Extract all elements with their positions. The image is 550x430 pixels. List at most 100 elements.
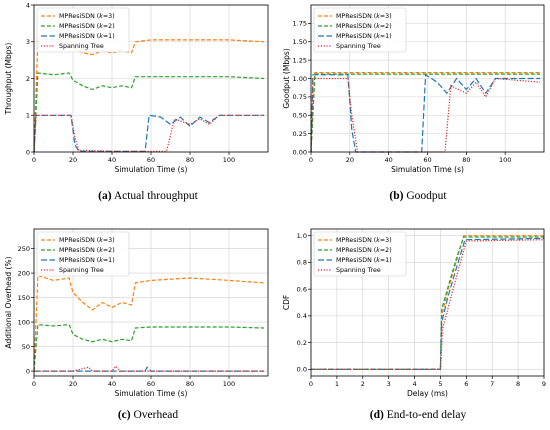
- legend-entry-k: k: [99, 23, 103, 30]
- y-tick-label: 1.50: [293, 38, 307, 46]
- legend-entry-main: MPResiSDN (: [59, 23, 99, 30]
- legend-entry: MPResiSDN (k=1): [336, 257, 392, 264]
- legend-entry-rest: =2): [380, 247, 392, 254]
- x-tick-label: 20: [69, 380, 77, 388]
- legend-entry: MPResiSDN (k=1): [336, 33, 392, 40]
- y-tick-label: 0.00: [293, 148, 307, 156]
- x-tick-label: 8: [516, 380, 520, 388]
- x-tick-label: 4: [412, 380, 416, 388]
- legend-entry-rest: =1): [103, 257, 115, 264]
- x-axis-label: Simulation Time (s): [391, 165, 464, 174]
- legend-box: [313, 7, 407, 53]
- legend-box: [313, 231, 407, 277]
- legend-entry-main: MPResiSDN (: [59, 237, 99, 244]
- x-axis-label: Delay (ms): [407, 389, 448, 398]
- y-tick-label: 50: [22, 343, 30, 351]
- legend-entry-k: k: [99, 13, 103, 20]
- legend-entry: MPResiSDN (k=2): [336, 23, 392, 30]
- legend-entry-main: MPResiSDN (: [59, 257, 99, 264]
- y-tick-label: 0.0: [297, 366, 307, 374]
- y-tick-label: 0.4: [297, 312, 307, 320]
- legend: MPResiSDN (k=3)MPResiSDN (k=2)MPResiSDN …: [313, 7, 407, 53]
- panel-caption: (d) End-to-end delay: [370, 409, 467, 421]
- y-tick-label: 4: [26, 1, 30, 9]
- legend: MPResiSDN (k=3)MPResiSDN (k=2)MPResiSDN …: [36, 231, 130, 277]
- legend-entry: MPResiSDN (k=2): [336, 247, 392, 254]
- y-tick-label: 1.0: [297, 232, 307, 240]
- legend-entry-rest: =3): [103, 13, 115, 20]
- chart-4: 0 1 2 3 4 5 6 7 8 9 0.0 0.2 0.4 0.6 0.8 1.0 Delay (ms) CD…: [282, 228, 546, 421]
- legend-entry-main: Spanning Tree: [336, 267, 381, 274]
- x-tick-label: 0: [32, 380, 36, 388]
- panel-caption: (c) Overhead: [118, 409, 179, 421]
- legend-entry-main: MPResiSDN (: [336, 237, 376, 244]
- legend-entry-main: MPResiSDN (: [59, 33, 99, 40]
- x-tick-label: 40: [108, 156, 116, 164]
- legend-entry-rest: =2): [380, 23, 392, 30]
- x-tick-label: 20: [69, 156, 77, 164]
- x-tick-label: 100: [223, 156, 235, 164]
- x-tick-label: 3: [387, 380, 391, 388]
- series-line-1: [33, 274, 265, 372]
- legend-entry-main: Spanning Tree: [336, 43, 381, 50]
- legend-entry-rest: =1): [380, 257, 392, 264]
- x-tick-label: 80: [186, 156, 194, 164]
- y-tick-label: 0.2: [297, 339, 307, 347]
- legend-entry-main: MPResiSDN (: [336, 247, 376, 254]
- panel-caption: (a) Actual throughput: [98, 190, 198, 202]
- series-line-2: [33, 323, 265, 372]
- legend-entry-k: k: [99, 237, 103, 244]
- y-tick-label: 250: [18, 245, 30, 253]
- x-axis-label: Simulation Time (s): [115, 389, 188, 398]
- y-tick-label: 0.50: [293, 112, 307, 120]
- x-tick-label: 2: [361, 380, 365, 388]
- y-axis-label: Additional Overhead (%): [4, 256, 13, 348]
- series-line-2: [33, 72, 265, 153]
- series-line-4: [311, 239, 545, 370]
- x-tick-label: 100: [499, 156, 511, 164]
- legend-entry-main: MPResiSDN (: [336, 257, 376, 264]
- legend-entry-k: k: [376, 237, 380, 244]
- legend-entry-main: MPResiSDN (: [336, 23, 376, 30]
- legend-entry: Spanning Tree: [336, 43, 381, 50]
- series-line-3: [310, 73, 541, 153]
- series-line-2: [310, 73, 541, 153]
- chart-1: 0 20 40 60 80 100 0 1 2 3 4 Simulation Time (s) Thro…: [4, 1, 269, 202]
- x-tick-label: 40: [385, 156, 393, 164]
- x-tick-label: 100: [223, 380, 235, 388]
- legend-box: [36, 7, 130, 53]
- panel-caption-text: Goodput: [403, 190, 447, 202]
- y-tick-label: 2: [26, 75, 30, 83]
- legend-box: [36, 231, 130, 277]
- x-tick-label: 7: [490, 380, 494, 388]
- y-axis-label: Throughput (Mbps): [4, 43, 13, 116]
- legend-entry: Spanning Tree: [59, 43, 104, 50]
- legend-entry-rest: =3): [380, 13, 392, 20]
- chart-2: 0 20 40 60 80 100 0.00 0.25 0.50 0.75 1.00 1.25 1.50…: [282, 4, 545, 202]
- panel-caption-text: Overhead: [131, 409, 179, 421]
- panel-caption-letter: (d): [370, 409, 384, 421]
- legend-entry-main: MPResiSDN (: [336, 13, 376, 20]
- x-tick-label: 80: [186, 380, 194, 388]
- x-tick-label: 20: [346, 156, 354, 164]
- x-tick-label: 5: [438, 380, 442, 388]
- legend-entry-main: MPResiSDN (: [336, 33, 376, 40]
- x-tick-label: 80: [462, 156, 470, 164]
- legend-entry-k: k: [376, 23, 380, 30]
- legend-entry: MPResiSDN (k=1): [59, 33, 115, 40]
- legend: MPResiSDN (k=3)MPResiSDN (k=2)MPResiSDN …: [313, 231, 407, 277]
- y-tick-label: 0: [26, 367, 30, 375]
- chart-3: 0 20 40 60 80 100 0 50 100 150 200 250 Simulation Ti…: [4, 228, 269, 421]
- legend-entry: MPResiSDN (k=2): [59, 247, 115, 254]
- legend-entry-k: k: [99, 257, 103, 264]
- y-axis-label: Goodput (Mbps): [282, 48, 291, 108]
- series-line-1: [310, 72, 541, 153]
- panel-caption-letter: (c): [118, 409, 131, 421]
- panel-caption-letter: (b): [389, 190, 403, 202]
- x-tick-label: 60: [423, 156, 431, 164]
- legend-entry-rest: =1): [103, 33, 115, 40]
- legend-entry-k: k: [376, 247, 380, 254]
- legend-entry: Spanning Tree: [336, 267, 381, 274]
- legend-entry-main: Spanning Tree: [59, 267, 104, 274]
